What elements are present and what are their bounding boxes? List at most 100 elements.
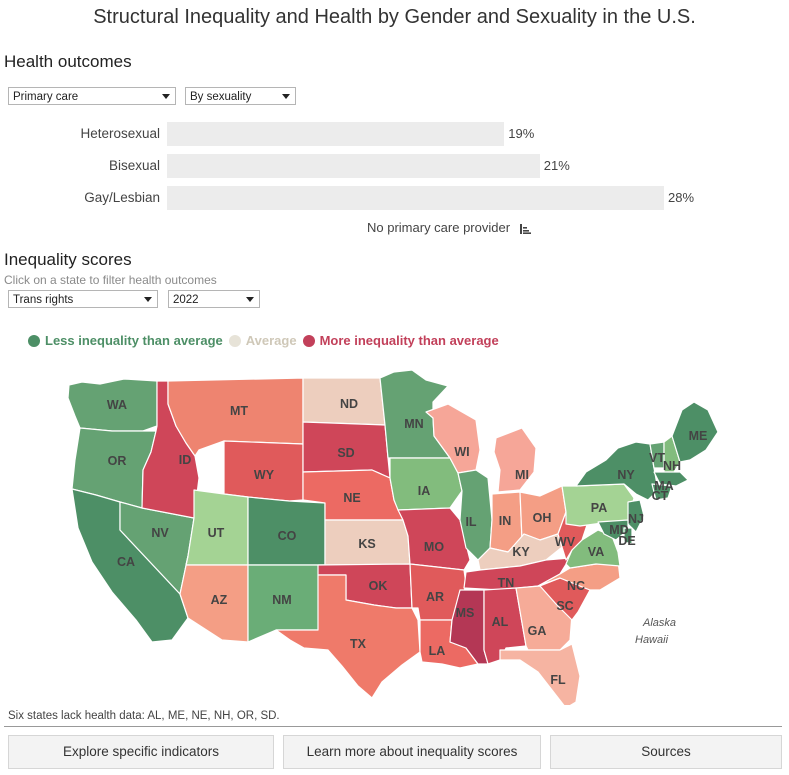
chevron-down-icon [282, 94, 290, 99]
state-label: AR [426, 590, 444, 604]
state-WA[interactable] [67, 378, 158, 432]
state-label: ME [689, 429, 708, 443]
state-label: NE [343, 491, 360, 505]
state-MI[interactable] [493, 427, 537, 493]
state-CT[interactable] [651, 483, 673, 501]
domain-select-value: Trans rights [13, 294, 74, 306]
state-MO[interactable] [397, 507, 471, 571]
state-label: ND [340, 397, 358, 411]
state-label: NJ [628, 512, 644, 526]
legend-less-label: Less inequality than average [45, 333, 223, 348]
state-label: IN [499, 514, 512, 528]
sort-icon[interactable] [519, 223, 531, 234]
state-label: MA [654, 479, 673, 493]
state-label: OK [369, 579, 388, 593]
bar-row-gay-lesbian[interactable]: Gay/Lesbian 28% [0, 186, 789, 210]
state-NC[interactable] [537, 559, 621, 591]
state-label: SD [337, 446, 354, 460]
alaska-label[interactable]: Alaska [642, 617, 676, 629]
state-label: OR [108, 454, 127, 468]
hawaii-label[interactable]: Hawaii [635, 634, 669, 646]
state-label: ID [179, 453, 192, 467]
axis-caption: No primary care provider [367, 220, 531, 235]
state-label: SC [556, 599, 573, 613]
learn-more-button[interactable]: Learn more about inequality scores [283, 735, 541, 769]
group-select-value: By sexuality [190, 91, 252, 103]
bar-label: Bisexual [108, 158, 160, 173]
state-TX[interactable] [275, 574, 421, 699]
year-select[interactable]: 2022 [168, 290, 260, 308]
state-label: GA [528, 624, 547, 638]
state-label: NM [272, 593, 291, 607]
state-label: CO [278, 529, 297, 543]
bar-value: 19% [508, 126, 535, 141]
outcome-select[interactable]: Primary care [8, 87, 176, 105]
bar-row-bisexual[interactable]: Bisexual 21% [0, 154, 789, 178]
legend-average-label: Average [245, 333, 297, 348]
state-NH[interactable] [663, 435, 681, 473]
state-label: AZ [211, 593, 228, 607]
bar[interactable] [167, 154, 540, 178]
state-label: MD [609, 523, 628, 537]
state-label: IA [418, 484, 431, 498]
sources-button[interactable]: Sources [550, 735, 782, 769]
state-label: DE [618, 534, 635, 548]
missing-data-note: Six states lack health data: AL, ME, NE,… [8, 710, 280, 722]
inequality-subtitle: Click on a state to filter health outcom… [4, 273, 217, 287]
us-state-map: WA OR CA NV ID MT WY UT CO AZ NM ND SD N… [67, 369, 719, 705]
state-label: PA [591, 501, 607, 515]
state-label: FL [550, 673, 566, 687]
state-label: NC [567, 579, 585, 593]
legend-dot-less [28, 334, 40, 347]
state-label: NH [663, 459, 681, 473]
bar-label: Heterosexual [80, 126, 160, 141]
health-outcomes-heading: Health outcomes [4, 52, 132, 71]
page-title: Structural Inequality and Health by Gend… [93, 6, 696, 28]
state-label: KY [512, 545, 530, 559]
year-select-value: 2022 [173, 294, 199, 306]
state-label: NY [617, 468, 635, 482]
state-FL[interactable] [499, 643, 581, 705]
state-TN[interactable] [463, 557, 571, 591]
state-label: WV [555, 535, 576, 549]
legend-more-label: More inequality than average [319, 333, 499, 348]
state-label: TN [498, 576, 515, 590]
legend-less: Less inequality than average [28, 333, 223, 348]
state-label: MT [230, 404, 248, 418]
map-legend: Less inequality than average Average Mor… [28, 333, 505, 348]
state-label: IL [465, 515, 476, 529]
state-ME[interactable] [671, 401, 719, 463]
group-select[interactable]: By sexuality [185, 87, 296, 105]
bar-label: Gay/Lesbian [84, 190, 160, 205]
state-label: CT [652, 489, 669, 503]
chevron-down-icon [144, 297, 152, 302]
state-label: MN [404, 417, 423, 431]
bar[interactable] [167, 186, 664, 210]
axis-caption-text: No primary care provider [367, 220, 511, 235]
state-label: KS [358, 537, 375, 551]
divider [4, 726, 782, 727]
domain-select[interactable]: Trans rights [8, 290, 158, 308]
state-label: VA [588, 545, 604, 559]
state-label: VT [649, 451, 665, 465]
state-label: MO [424, 540, 444, 554]
state-label: NV [151, 526, 169, 540]
outcome-select-value: Primary care [13, 91, 79, 103]
bar[interactable] [167, 122, 505, 146]
legend-dot-average [228, 334, 241, 347]
state-MD[interactable] [597, 519, 629, 541]
state-label: MI [515, 468, 529, 482]
bar-value: 28% [668, 190, 695, 205]
state-DE[interactable] [623, 527, 633, 545]
state-MA[interactable] [653, 471, 689, 487]
state-label: TX [350, 637, 367, 651]
bar-row-heterosexual[interactable]: Heterosexual 19% [0, 122, 789, 146]
legend-more: More inequality than average [302, 333, 499, 348]
state-label: LA [429, 644, 446, 658]
inequality-heading: Inequality scores [4, 250, 132, 269]
chevron-down-icon [162, 94, 170, 99]
bar-value: 21% [543, 158, 570, 173]
explore-indicators-button[interactable]: Explore specific indicators [8, 735, 274, 769]
state-label: UT [208, 526, 225, 540]
state-label: WY [254, 468, 275, 482]
